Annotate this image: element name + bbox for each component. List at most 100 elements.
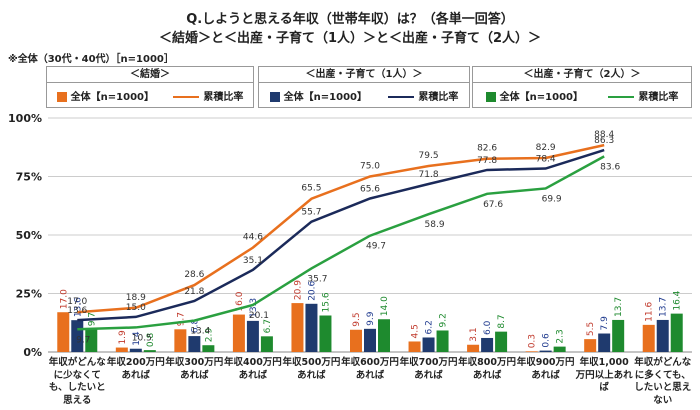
- line-value-label: 13.6: [67, 306, 87, 316]
- legend-swatch: [269, 91, 280, 102]
- x-tick-label: 年収500万円あれば: [282, 357, 341, 381]
- bar: [642, 324, 655, 352]
- x-tick-label: 年収がどんなに少なくても、したいと思える: [48, 357, 106, 406]
- y-tick-label: 75%: [16, 171, 42, 184]
- bar: [350, 329, 362, 352]
- bar-value-label: 0.8: [146, 333, 156, 348]
- line-value-label: 82.9: [536, 143, 556, 153]
- bar-value-label: 15.6: [321, 292, 331, 312]
- legend: ＜結婚＞ 全体【n=1000】 累積比率: [46, 66, 254, 108]
- line-value-label: 78.4: [536, 155, 556, 165]
- bar-value-label: 6.8: [190, 319, 200, 334]
- x-tick-label: 年収1,000万円以上あれば: [575, 357, 633, 393]
- line-value-label: 28.6: [184, 270, 204, 280]
- bar: [129, 348, 142, 352]
- bar: [539, 350, 552, 352]
- bar: [188, 336, 201, 352]
- line-value-label: 35.7: [307, 274, 327, 284]
- bar-value-label: 13.6: [73, 297, 83, 317]
- cumulative-line: [77, 143, 605, 314]
- line-value-label: 20.1: [249, 311, 269, 321]
- bar: [598, 333, 611, 352]
- bar: [319, 315, 332, 352]
- legend: ＜出産・子育て（2人）＞ 全体【n=1000】 累積比率: [472, 66, 692, 108]
- bar-value-label: 14.0: [380, 296, 390, 316]
- line-value-label: 65.5: [301, 184, 321, 194]
- note: ※全体（30代・40代）［n=1000］: [8, 54, 174, 65]
- line-value-label: 10.5: [132, 333, 152, 343]
- bar: [467, 344, 480, 352]
- legend-label: 累積比率: [638, 91, 679, 103]
- bar-value-label: 9.7: [176, 312, 186, 326]
- bar: [202, 345, 215, 352]
- chart-title: Q.しようと思える年収（世帯年収）は？（各単一回答）: [186, 12, 514, 27]
- y-tick-label: 25%: [16, 288, 42, 301]
- legend-title: ＜出産・子育て（1人）＞: [259, 67, 469, 83]
- line-value-label: 86.3: [594, 136, 614, 146]
- line-value-label: 75.0: [360, 162, 380, 172]
- bar-value-label: 6.7: [263, 319, 273, 333]
- bar: [115, 347, 128, 352]
- bar-value-label: 16.4: [673, 290, 683, 310]
- x-tick-label: 年収200万円あれば: [106, 357, 165, 381]
- bar-value-label: 7.9: [600, 316, 610, 331]
- legend-row: 全体【n=1000】 累積比率: [47, 83, 253, 107]
- bar-value-label: 0.3: [528, 334, 538, 348]
- legend-swatch: [485, 91, 496, 102]
- line-value-label: 21.8: [184, 287, 204, 297]
- legend-item: 累積比率: [388, 88, 458, 103]
- bar: [291, 303, 304, 352]
- x-tick-label: 年収700万円あれば: [399, 357, 458, 381]
- bar: [656, 319, 669, 352]
- x-tick-label: 年収がどんなに多くても、したいと思えない: [634, 357, 692, 406]
- legend-row: 全体【n=1000】 累積比率: [473, 83, 691, 107]
- bar-value-label: 2.9: [204, 328, 214, 343]
- line-value-label: 49.7: [366, 242, 386, 252]
- line-value-label: 67.6: [483, 200, 503, 210]
- cumulative-line: [77, 148, 605, 322]
- bar: [670, 313, 683, 352]
- bar: [246, 320, 259, 352]
- bar-value-label: 20.9: [293, 280, 303, 300]
- x-tick-label: 年収800万円あれば: [458, 357, 516, 381]
- legend-item: 全体【n=1000】: [485, 88, 583, 103]
- line-value-label: 69.9: [542, 194, 562, 204]
- line-value-label: 79.5: [419, 151, 439, 161]
- line-value-label: 82.6: [477, 144, 497, 154]
- bar: [612, 319, 625, 352]
- bar: [495, 331, 508, 352]
- legend-label: 全体【n=1000】: [283, 91, 367, 103]
- bar-value-label: 6.0: [483, 320, 493, 335]
- bar: [408, 341, 421, 352]
- bar-value-label: 6.2: [425, 320, 435, 334]
- bar: [436, 330, 449, 352]
- bar: [85, 329, 98, 352]
- bar-value-label: 13.3: [249, 298, 259, 318]
- bar-value-label: 9.9: [366, 311, 376, 326]
- bar: [422, 337, 435, 352]
- legend-label: 全体【n=1000】: [499, 91, 583, 103]
- line-value-label: 77.8: [477, 156, 497, 166]
- line-value-label: 71.8: [419, 170, 439, 180]
- legend-swatch: [56, 91, 67, 102]
- line-value-label: 18.9: [126, 293, 146, 303]
- legend-line: [173, 95, 200, 98]
- line-value-label: 13.4: [190, 327, 210, 337]
- y-tick-label: 0%: [23, 346, 42, 359]
- legend-item: 累積比率: [173, 88, 243, 103]
- bar: [525, 351, 538, 352]
- legend-item: 全体【n=1000】: [56, 88, 154, 103]
- x-tick-label: 年収300万円あれば: [165, 357, 224, 381]
- bar-value-label: 5.5: [586, 322, 596, 336]
- x-tick-label: 年収600万円あれば: [341, 357, 399, 381]
- legend-title: ＜出産・子育て（2人）＞: [473, 67, 691, 83]
- legend: ＜出産・子育て（1人）＞ 全体【n=1000】 累積比率: [258, 66, 470, 108]
- bar: [553, 346, 566, 352]
- legend-line: [388, 95, 415, 98]
- bar-value-label: 0.6: [542, 333, 552, 348]
- bar-value-label: 16.0: [235, 291, 245, 311]
- bar: [305, 303, 318, 352]
- legend-title: ＜結婚＞: [47, 67, 253, 83]
- bar: [584, 339, 597, 352]
